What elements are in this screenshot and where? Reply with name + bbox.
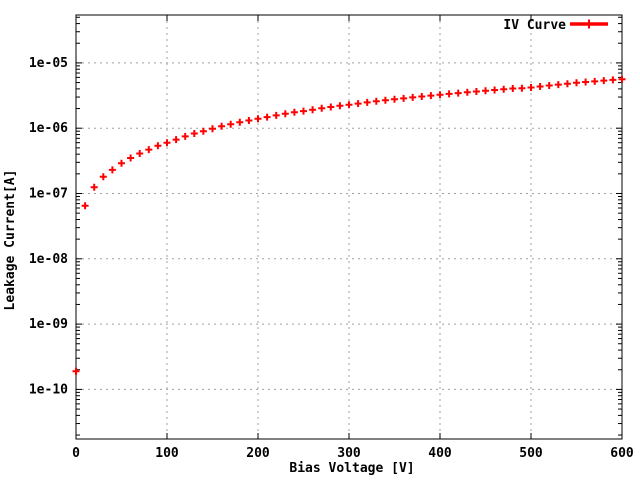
legend-marker-icon (584, 19, 594, 29)
data-point (582, 78, 590, 86)
data-point (118, 159, 125, 167)
data-point (482, 87, 489, 95)
data-point (300, 107, 307, 115)
chart-generated-layer: 0 100 200 300 400 500 600 1e-10 1e-09 1e-08 1e-07 1… (29, 14, 634, 461)
data-point (327, 103, 335, 111)
x-tick-label: 500 (519, 446, 543, 461)
data-point (227, 120, 235, 128)
data-point (445, 90, 453, 98)
data-point (454, 89, 462, 97)
data-point (354, 100, 362, 108)
data-point (500, 85, 508, 93)
data-point (263, 113, 271, 121)
data-point (345, 101, 353, 109)
y-tick-label: 1e-08 (29, 252, 68, 267)
data-point (245, 117, 253, 124)
data-point (609, 76, 617, 84)
data-point (172, 136, 180, 144)
data-point (108, 166, 116, 174)
data-point (363, 98, 371, 106)
x-tick-label: 200 (246, 446, 270, 461)
data-point (281, 110, 289, 118)
data-point (309, 106, 317, 114)
data-point (81, 202, 89, 210)
data-point (209, 125, 216, 133)
data-point (573, 79, 580, 87)
data-point (618, 75, 626, 83)
data-point (472, 88, 480, 95)
data-point (190, 130, 198, 137)
data-point (518, 84, 526, 92)
data-point (199, 127, 207, 135)
y-axis-label: Leakage Current[A] (3, 170, 18, 311)
x-axis-label: Bias Voltage [V] (289, 461, 414, 476)
data-point (90, 183, 98, 191)
y-tick-label: 1e-09 (29, 317, 68, 332)
data-point (145, 146, 153, 154)
data-point (436, 91, 444, 99)
iv-curve-series (72, 75, 626, 375)
x-tick-label: 100 (155, 446, 179, 461)
data-point (381, 96, 389, 104)
data-point (400, 94, 408, 102)
data-point (600, 77, 608, 85)
data-point (509, 85, 517, 92)
data-point (181, 132, 189, 140)
x-tick-label: 400 (428, 446, 452, 461)
data-point (218, 122, 226, 130)
data-point (318, 104, 326, 112)
data-point (290, 108, 298, 116)
data-point (99, 173, 107, 181)
data-point (427, 92, 435, 100)
data-point (536, 83, 544, 90)
y-tick-label: 1e-06 (29, 121, 68, 136)
legend: IV Curve (503, 18, 608, 33)
data-point (127, 154, 135, 162)
data-point (463, 88, 471, 96)
y-tick-label: 1e-05 (29, 56, 68, 71)
data-point (236, 118, 244, 126)
x-tick-label: 600 (610, 446, 634, 461)
data-point (154, 142, 162, 150)
data-point (545, 82, 553, 89)
data-point (72, 367, 80, 375)
data-point (591, 77, 599, 85)
data-point (163, 139, 171, 147)
data-point (554, 81, 562, 89)
x-tick-label: 0 (72, 446, 80, 461)
data-point (418, 93, 426, 100)
y-tick-label: 1e-10 (29, 382, 68, 397)
data-point (491, 86, 499, 94)
data-point (527, 84, 535, 91)
data-point (372, 97, 380, 105)
y-tick-label: 1e-07 (29, 187, 68, 202)
legend-label: IV Curve (503, 18, 566, 33)
data-point (391, 95, 398, 103)
data-point (254, 115, 262, 123)
data-point (563, 80, 571, 88)
data-point (272, 111, 280, 119)
x-tick-label: 300 (337, 446, 361, 461)
data-point (336, 102, 344, 110)
data-point (136, 150, 144, 157)
data-point (409, 93, 417, 101)
